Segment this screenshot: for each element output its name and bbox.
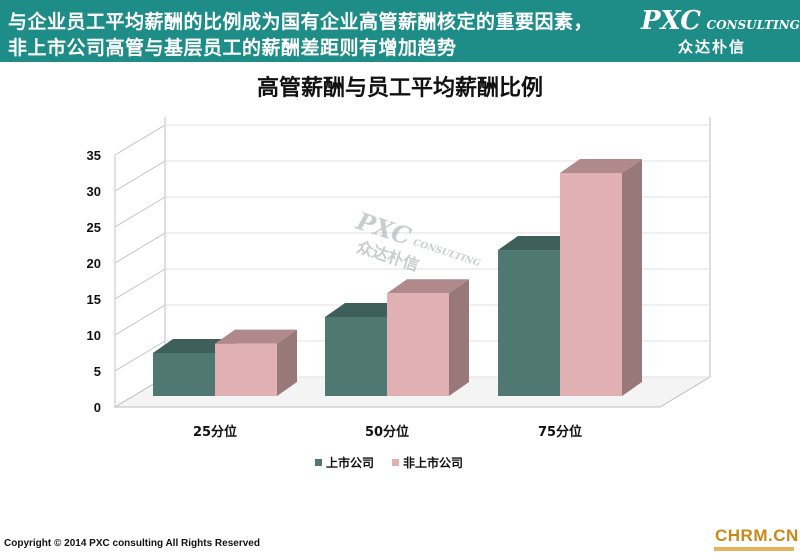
legend-label: 非上市公司: [403, 455, 463, 470]
brand-logo-cn: 众达朴信: [678, 38, 747, 56]
brand-logo-small: CONSULTING: [706, 18, 800, 32]
site-badge-underline: [714, 547, 794, 551]
bar-front: [215, 343, 277, 396]
bar-top: [560, 159, 642, 173]
bar-top: [215, 329, 297, 344]
legend-label: 上市公司: [326, 455, 374, 470]
bar-front: [498, 250, 560, 396]
y-tick-label: 30: [87, 184, 101, 199]
bar-front: [387, 293, 449, 396]
y-tick-label: 15: [87, 292, 101, 307]
watermark-sub: CONSULTING: [412, 238, 482, 269]
bar-side: [277, 329, 297, 396]
bar-front: [325, 317, 387, 396]
copyright-text: Copyright © 2014 PXC consulting All Righ…: [4, 538, 260, 549]
chart-title: 高管薪酬与员工平均薪酬比例: [256, 76, 543, 101]
bar-top: [387, 279, 469, 294]
gridline-side: [114, 304, 166, 336]
x-tick-label: 75分位: [538, 424, 582, 440]
bar-front: [153, 353, 215, 396]
gridline-side: [114, 124, 166, 156]
bar-top: [325, 303, 407, 317]
gridline-side: [114, 232, 166, 264]
bar-top: [153, 339, 235, 353]
y-tick-label: 35: [87, 148, 101, 163]
legend-swatch: [392, 459, 399, 466]
header-banner: 与企业员工平均薪酬的比例成为国有企业高管薪酬核定的重要因素， 非上市公司高管与基…: [0, 0, 800, 62]
legend-swatch: [315, 459, 322, 466]
site-badge-label: CHRM.CN: [715, 526, 799, 545]
x-tick-label: 25分位: [193, 424, 237, 440]
gridline-side: [114, 268, 166, 300]
gridline-side: [114, 340, 166, 372]
gridline-side: [114, 160, 166, 192]
header-line-2: 非上市公司高管与基层员工的薪酬差距则有增加趋势: [8, 37, 457, 59]
y-tick-label: 5: [94, 364, 101, 379]
x-tick-label: 50分位: [365, 424, 409, 440]
site-badge[interactable]: CHRM.CN: [700, 522, 800, 553]
y-tick-label: 20: [87, 256, 101, 271]
gridline-side: [114, 196, 166, 228]
bar-front: [560, 173, 622, 396]
bar-top: [498, 236, 580, 251]
bar-side: [449, 279, 469, 396]
y-tick-label: 10: [87, 328, 101, 343]
brand-logo: PXC CONSULTING: [641, 6, 800, 36]
bar-side: [622, 159, 642, 396]
y-tick-label: 25: [87, 220, 101, 235]
y-tick-label: 0: [94, 400, 101, 415]
brand-logo-big: PXC: [641, 6, 701, 36]
header-line-1: 与企业员工平均薪酬的比例成为国有企业高管薪酬核定的重要因素，: [8, 11, 594, 33]
